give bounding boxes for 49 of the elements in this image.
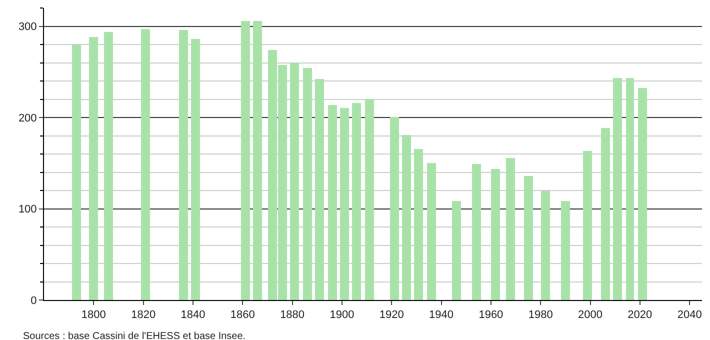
bar [414, 149, 423, 300]
bar [89, 37, 98, 300]
bar [583, 151, 592, 300]
bar [365, 99, 374, 300]
bar [601, 128, 610, 300]
bar [352, 103, 361, 300]
bar [340, 108, 349, 300]
bar [241, 21, 250, 300]
bar [328, 105, 337, 300]
source-note: Sources : base Cassini de l'EHESS et base Insee. [23, 331, 246, 340]
bar [290, 63, 299, 300]
bar [191, 39, 200, 300]
bar [141, 29, 150, 300]
x-tick-label: 1880 [280, 309, 305, 322]
x-tick-label: 1920 [379, 309, 404, 322]
x-tick-label: 1800 [81, 309, 106, 322]
bar [524, 176, 533, 300]
bar [626, 78, 634, 300]
bar [491, 169, 500, 300]
x-tick-label: 1940 [429, 309, 454, 322]
x-tick-label: 1860 [230, 309, 255, 322]
x-tick-label: 1820 [131, 309, 156, 322]
bar [179, 30, 188, 300]
bar [613, 78, 622, 300]
bar [104, 32, 113, 300]
x-tick-label: 2040 [677, 309, 702, 322]
bar [472, 164, 481, 300]
x-tick-label: 1980 [528, 309, 553, 322]
bar [315, 79, 324, 300]
x-tick-label: 1900 [330, 309, 354, 322]
bar [72, 45, 81, 300]
x-tick-label: 2020 [628, 309, 652, 322]
bar [253, 21, 262, 300]
y-tick-label: 0 [30, 294, 37, 307]
bar [402, 135, 411, 300]
y-tick-label: 300 [18, 21, 37, 34]
bar [506, 158, 515, 300]
x-tick-label: 1840 [180, 309, 206, 322]
bar [561, 201, 570, 300]
bar [638, 88, 647, 300]
y-tick-label: 100 [18, 204, 37, 216]
x-tick-label: 1960 [478, 309, 504, 322]
bar [427, 163, 436, 300]
bar [452, 201, 461, 300]
bar [390, 117, 399, 300]
bar [541, 191, 550, 300]
bar [303, 68, 312, 300]
x-tick-label: 2000 [578, 309, 602, 322]
y-tick-label: 200 [18, 112, 37, 124]
